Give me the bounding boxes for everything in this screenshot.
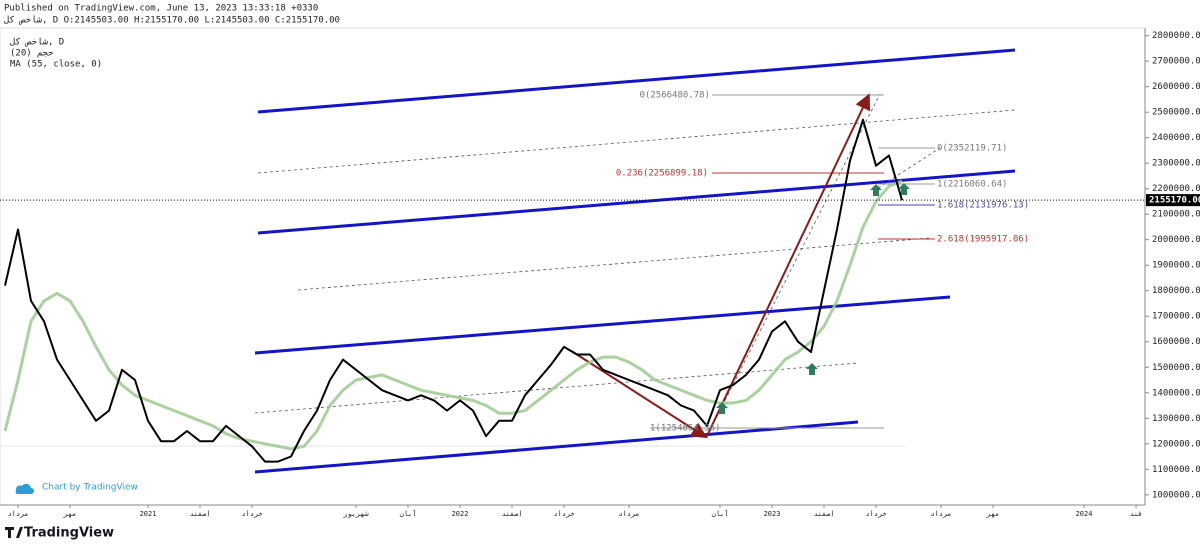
x-tick-label: اسفند xyxy=(813,510,834,518)
y-tick-label: 2400000.00 xyxy=(1152,133,1200,143)
x-tick-label: 2022 xyxy=(452,510,469,518)
legend-entry: شاخص کل, D xyxy=(10,38,64,48)
fib-label: 1(1254654.36) xyxy=(650,424,720,434)
fib-label: 2.618(1995917.06) xyxy=(937,235,1029,245)
x-tick-label: مرداد xyxy=(618,510,639,518)
x-tick-label: 2024 xyxy=(1076,510,1093,518)
y-tick-label: 2200000.00 xyxy=(1152,184,1200,194)
x-tick-label: مرداد xyxy=(930,510,951,518)
brand[interactable]: TradingView xyxy=(24,526,114,541)
y-tick-label: 2800000.00 xyxy=(1152,31,1200,41)
series-line xyxy=(3,179,903,451)
drawings xyxy=(254,48,1016,474)
x-tick-label: مهر xyxy=(63,510,77,518)
y-tick-label: 1500000.00 xyxy=(1152,363,1200,373)
published-line: Published on TradingView.com, June 13, 2… xyxy=(4,4,318,14)
fib-label: 1(2216060.64) xyxy=(937,180,1007,190)
x-tick-label: مرداد xyxy=(7,510,28,518)
series-layer xyxy=(3,118,903,463)
last-price-box xyxy=(1146,194,1200,207)
x-tick-label: اسفند xyxy=(501,510,522,518)
fib-label: 0(2566480.78) xyxy=(640,91,710,101)
series-line xyxy=(4,118,903,463)
x-tick-label: خرداد xyxy=(241,510,262,518)
x-tick-label: شهریور xyxy=(342,510,368,518)
attribution[interactable]: Chart by TradingView xyxy=(42,483,138,493)
x-tick-label: خرداد xyxy=(553,510,574,518)
brand-logo xyxy=(5,527,23,538)
y-tick-label: 1000000.00 xyxy=(1152,490,1200,500)
fib-label: 0.236(2256899.18) xyxy=(616,169,708,179)
x-tick-label: آبان xyxy=(400,509,417,518)
x-tick-label: اسفند xyxy=(189,510,210,518)
y-tick-label: 2000000.00 xyxy=(1152,235,1200,245)
x-tick-label: 2023 xyxy=(764,510,781,518)
y-tick-label: 1900000.00 xyxy=(1152,261,1200,271)
last-price-label: 2155170.00 xyxy=(1149,196,1200,206)
x-tick-label: 2021 xyxy=(140,510,157,518)
fib-label: 0(2352119.71) xyxy=(937,144,1007,154)
indicator-label: حجم (20) xyxy=(10,49,53,59)
y-tick-label: 2700000.00 xyxy=(1152,57,1200,67)
y-tick-label: 2100000.00 xyxy=(1152,210,1200,220)
header-line: شاخص کل, D O:2145503.00 H:2155170.00 L:2… xyxy=(4,16,340,26)
y-tick-label: 1700000.00 xyxy=(1152,312,1200,322)
y-tick-label: 1800000.00 xyxy=(1152,286,1200,296)
cloud-icon xyxy=(15,483,34,494)
signal-arrows xyxy=(716,183,910,414)
x-tick-label: خرداد xyxy=(865,510,886,518)
y-tick-label: 2600000.00 xyxy=(1152,82,1200,92)
x-tick-label: مهر xyxy=(986,510,1000,518)
y-tick-label: 1200000.00 xyxy=(1152,439,1200,449)
y-tick-label: 1600000.00 xyxy=(1152,337,1200,347)
y-tick-label: 1300000.00 xyxy=(1152,414,1200,424)
x-tick-label: آبان xyxy=(712,509,729,518)
y-tick-label: 1400000.00 xyxy=(1152,388,1200,398)
footer xyxy=(0,520,1200,544)
y-tick-label: 2300000.00 xyxy=(1152,159,1200,169)
fib-label: 1.618(2131976.13) xyxy=(937,201,1029,211)
y-tick-label: 2500000.00 xyxy=(1152,108,1200,118)
legend-entry: MA (55, close, 0) xyxy=(10,60,102,70)
y-tick-label: 1100000.00 xyxy=(1152,465,1200,475)
x-tick-label: فند xyxy=(1130,510,1143,518)
